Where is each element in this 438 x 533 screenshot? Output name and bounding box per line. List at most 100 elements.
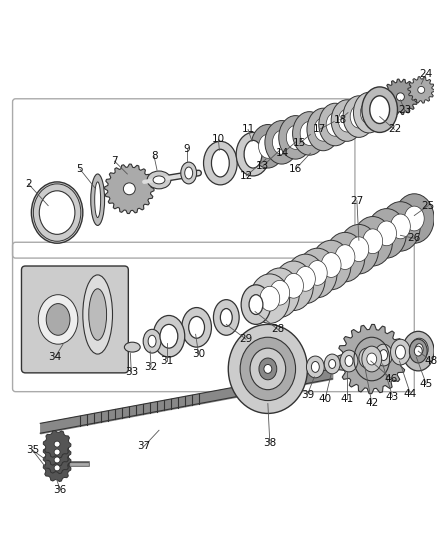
Text: 33: 33 [125,367,138,377]
Ellipse shape [148,335,156,347]
Ellipse shape [296,266,315,291]
Ellipse shape [360,101,377,124]
Ellipse shape [418,86,425,93]
Text: 29: 29 [240,334,253,344]
Text: 43: 43 [386,392,399,402]
Ellipse shape [377,221,396,246]
Ellipse shape [325,232,365,282]
Ellipse shape [307,261,327,285]
Ellipse shape [396,345,406,359]
Polygon shape [337,325,406,394]
Ellipse shape [124,342,140,352]
Ellipse shape [250,274,290,324]
Ellipse shape [228,325,307,414]
Text: 45: 45 [420,379,433,389]
Ellipse shape [54,465,60,471]
Ellipse shape [340,350,358,372]
Ellipse shape [54,457,60,463]
Text: 48: 48 [424,356,438,366]
Ellipse shape [345,356,353,366]
Ellipse shape [370,96,389,124]
Ellipse shape [54,449,60,455]
Ellipse shape [311,361,319,373]
Ellipse shape [147,171,171,189]
Text: 13: 13 [256,161,269,171]
Ellipse shape [335,245,355,270]
Ellipse shape [364,353,370,362]
Ellipse shape [343,96,375,138]
Text: 32: 32 [145,362,158,372]
Ellipse shape [250,348,286,390]
Ellipse shape [353,92,384,133]
Ellipse shape [319,103,351,146]
Ellipse shape [403,332,434,371]
Ellipse shape [367,208,406,258]
Text: 36: 36 [53,484,67,495]
Ellipse shape [321,253,341,277]
Ellipse shape [396,93,404,101]
Text: 8: 8 [151,151,157,161]
Text: 9: 9 [184,144,190,154]
Ellipse shape [260,268,300,318]
Polygon shape [43,454,71,481]
Ellipse shape [124,183,135,195]
Ellipse shape [297,248,337,297]
Ellipse shape [410,338,428,360]
Ellipse shape [286,125,305,149]
Text: 10: 10 [212,134,225,144]
Ellipse shape [339,224,379,274]
Ellipse shape [286,254,325,304]
Ellipse shape [391,214,410,239]
Ellipse shape [182,308,212,347]
Ellipse shape [259,358,277,380]
FancyBboxPatch shape [21,266,128,373]
Ellipse shape [258,134,277,158]
Text: 16: 16 [289,164,302,174]
Ellipse shape [274,261,313,311]
Text: 38: 38 [263,438,276,448]
Ellipse shape [314,118,332,141]
Text: 27: 27 [350,196,364,206]
Ellipse shape [153,176,165,184]
Text: 12: 12 [240,171,253,181]
Ellipse shape [415,344,423,354]
Text: 24: 24 [420,69,433,79]
Text: 28: 28 [271,325,284,334]
Ellipse shape [414,346,422,356]
Text: 2: 2 [25,179,32,189]
Ellipse shape [307,356,324,378]
Ellipse shape [307,108,339,151]
Text: 18: 18 [333,115,347,125]
Ellipse shape [249,295,263,314]
Ellipse shape [236,132,270,176]
Ellipse shape [404,206,424,231]
Ellipse shape [220,309,232,326]
Ellipse shape [270,280,290,305]
Text: 44: 44 [404,389,417,399]
Polygon shape [43,438,71,466]
Text: 30: 30 [192,349,205,359]
Ellipse shape [264,365,272,373]
Ellipse shape [91,174,105,225]
Polygon shape [408,77,434,103]
Ellipse shape [212,149,229,177]
Ellipse shape [326,113,344,136]
Ellipse shape [143,329,161,353]
Ellipse shape [204,141,237,185]
Polygon shape [43,446,71,474]
Ellipse shape [362,346,381,372]
Ellipse shape [189,317,205,338]
Ellipse shape [32,182,83,243]
Ellipse shape [89,289,106,340]
Ellipse shape [331,100,363,141]
Ellipse shape [350,105,367,128]
Ellipse shape [38,295,78,344]
Ellipse shape [349,237,369,262]
Ellipse shape [260,286,280,311]
Ellipse shape [300,122,319,146]
Ellipse shape [153,316,185,357]
Ellipse shape [181,162,197,184]
Polygon shape [105,164,154,214]
Ellipse shape [284,273,304,298]
Text: 11: 11 [241,125,254,134]
